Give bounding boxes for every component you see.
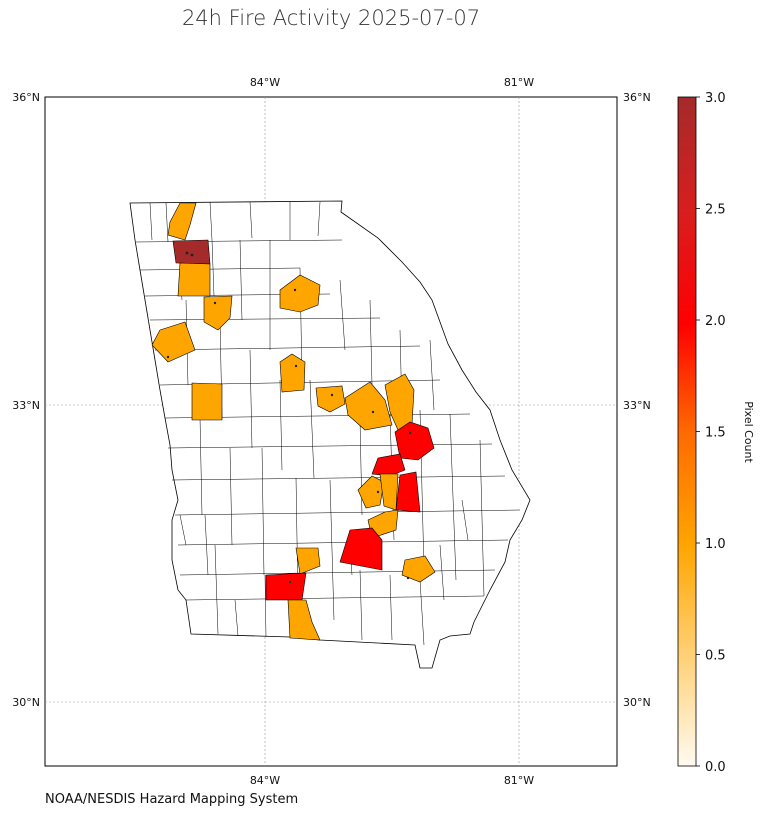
county-count-1 xyxy=(279,274,321,313)
map-title: 24h Fire Activity 2025-07-07 xyxy=(181,6,481,30)
colorbar xyxy=(677,96,697,767)
county-count-1 xyxy=(315,385,346,413)
colorbar-label: Pixel Count xyxy=(742,401,755,463)
county-count-1 xyxy=(279,353,306,393)
lat-label-right-33n: 33°N xyxy=(623,399,651,412)
county-count-1 xyxy=(379,473,399,511)
county-count-1 xyxy=(295,547,321,575)
colorbar-tick-label: 2.5 xyxy=(705,203,726,218)
county-count-2 xyxy=(371,453,406,477)
county-count-1 xyxy=(177,262,211,297)
lon-label-top-81w: 81°W xyxy=(504,76,534,89)
county-count-2 xyxy=(395,471,421,513)
county-count-1 xyxy=(401,555,436,583)
data-source: NOAA/NESDIS Hazard Mapping System xyxy=(45,792,299,807)
lat-label-left-33n: 33°N xyxy=(12,399,40,412)
county-count-1 xyxy=(191,382,223,421)
lat-label-left-30n: 30°N xyxy=(12,696,40,709)
county-count-1 xyxy=(287,599,321,641)
colorbar-tick-label: 0.5 xyxy=(705,649,726,664)
colorbar-tick-label: 1.0 xyxy=(705,537,726,552)
fire-points xyxy=(166,251,412,584)
county-count-1 xyxy=(151,321,196,363)
lat-label-right-30n: 30°N xyxy=(623,696,651,709)
lon-label-bottom-81w: 81°W xyxy=(504,774,534,787)
colorbar-ticks: 0.0 0.5 1.0 1.5 2.0 2.5 3.0 xyxy=(696,91,726,775)
lon-label-top-84w: 84°W xyxy=(250,76,280,89)
colorbar-tick-label: 1.5 xyxy=(705,426,726,441)
lat-label-right-36n: 36°N xyxy=(623,91,651,104)
colorbar-tick-label: 2.0 xyxy=(705,314,726,329)
county-count-1 xyxy=(344,381,393,431)
county-count-3 xyxy=(172,239,211,265)
county-count-2 xyxy=(339,527,383,571)
lat-label-left-36n: 36°N xyxy=(12,91,40,104)
colorbar-tick-label: 0.0 xyxy=(705,760,726,775)
county-count-1 xyxy=(167,202,197,241)
fire-counties xyxy=(151,202,436,641)
county-count-1 xyxy=(357,475,385,509)
georgia-map xyxy=(129,200,531,669)
county-count-1 xyxy=(203,295,233,331)
county-count-2 xyxy=(265,572,307,601)
lon-label-bottom-84w: 84°W xyxy=(250,774,280,787)
colorbar-tick-label: 3.0 xyxy=(705,91,726,106)
county-boundaries xyxy=(135,201,521,646)
